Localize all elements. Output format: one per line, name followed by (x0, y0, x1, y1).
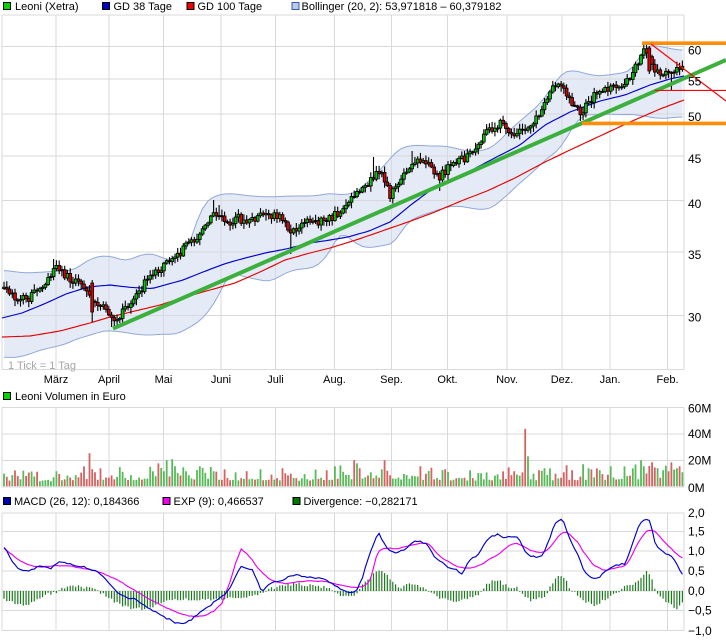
svg-text:60: 60 (688, 43, 702, 57)
svg-text:Nov.: Nov. (496, 374, 518, 386)
svg-text:45: 45 (688, 152, 702, 166)
svg-text:0M: 0M (688, 481, 705, 495)
svg-text:Dez.: Dez. (551, 374, 574, 386)
svg-text:60M: 60M (688, 401, 711, 415)
svg-text:Feb.: Feb. (656, 374, 678, 386)
svg-text:55: 55 (688, 75, 702, 89)
svg-text:40M: 40M (688, 427, 711, 441)
svg-text:GD 38 Tage: GD 38 Tage (114, 1, 173, 13)
svg-text:Leoni (Xetra): Leoni (Xetra) (15, 1, 79, 13)
svg-text:Juli: Juli (267, 374, 284, 386)
svg-text:0,0: 0,0 (688, 584, 705, 598)
svg-text:April: April (98, 374, 120, 386)
svg-text:MACD (26, 12): 0,184366: MACD (26, 12): 0,184366 (14, 496, 139, 508)
svg-text:1,0: 1,0 (688, 544, 705, 558)
svg-text:50: 50 (688, 110, 702, 124)
svg-text:0,5: 0,5 (688, 564, 705, 578)
svg-text:−1,0: −1,0 (688, 624, 712, 638)
svg-text:Jan.: Jan. (600, 374, 621, 386)
svg-text:Bollinger (20, 2): 53,971818 –: Bollinger (20, 2): 53,971818 – 60,379182 (302, 1, 502, 13)
svg-text:EXP (9): 0,466537: EXP (9): 0,466537 (174, 496, 264, 508)
svg-text:März: März (44, 374, 68, 386)
svg-text:2,0: 2,0 (688, 506, 705, 520)
svg-text:Okt.: Okt. (437, 374, 457, 386)
svg-text:Sep.: Sep. (380, 374, 403, 386)
svg-text:1,5: 1,5 (688, 525, 705, 539)
svg-text:−0,5: −0,5 (688, 604, 712, 618)
svg-text:Juni: Juni (211, 374, 231, 386)
svg-text:Aug.: Aug. (323, 374, 346, 386)
svg-text:30: 30 (688, 311, 702, 325)
svg-text:GD 100 Tage: GD 100 Tage (198, 1, 263, 13)
svg-text:Leoni Volumen in Euro: Leoni Volumen in Euro (15, 391, 126, 403)
svg-text:Mai: Mai (155, 374, 173, 386)
svg-text:Divergence: −0,282171: Divergence: −0,282171 (304, 496, 418, 508)
svg-text:1 Tick = 1 Tag: 1 Tick = 1 Tag (8, 360, 76, 372)
svg-text:40: 40 (688, 197, 702, 211)
svg-text:20M: 20M (688, 454, 711, 468)
svg-text:35: 35 (688, 248, 702, 262)
